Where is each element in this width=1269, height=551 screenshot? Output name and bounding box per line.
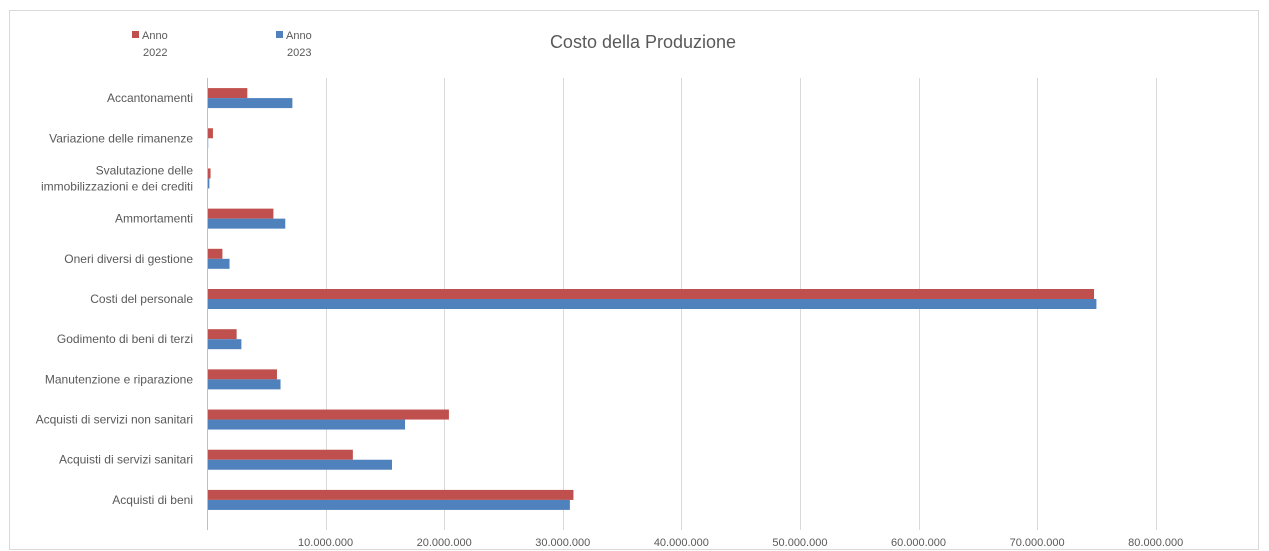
category-label: Svalutazione delle immobilizzazioni e dei… bbox=[41, 163, 193, 193]
x-tick-label: 60.000.000 bbox=[891, 537, 946, 549]
chart-area-border bbox=[9, 10, 1259, 550]
category-label: Godimento di beni di terzi bbox=[57, 332, 193, 346]
legend-swatch bbox=[276, 31, 283, 38]
x-tick-label: 10.000.000 bbox=[298, 537, 353, 549]
bar-anno-2022 bbox=[207, 449, 353, 460]
bar-anno-2022 bbox=[207, 208, 274, 219]
x-tick-label: 30.000.000 bbox=[535, 537, 590, 549]
bar-anno-2023 bbox=[207, 459, 392, 470]
bar-anno-2023 bbox=[207, 379, 281, 390]
category-label: Acquisti di beni bbox=[112, 493, 193, 507]
bar-anno-2023 bbox=[207, 499, 570, 510]
bar-anno-2023 bbox=[207, 419, 406, 430]
bar-anno-2023 bbox=[207, 258, 230, 269]
x-tick-label: 40.000.000 bbox=[654, 537, 709, 549]
bars bbox=[207, 88, 1097, 510]
x-tick-label: 80.000.000 bbox=[1128, 537, 1183, 549]
bar-anno-2023 bbox=[207, 339, 242, 350]
x-tick-label: 70.000.000 bbox=[1010, 537, 1065, 549]
x-tick-labels: 10.000.000 20.000.000 30.000.000 40.000.000… bbox=[298, 537, 1183, 549]
category-label: Acquisti di servizi non sanitari bbox=[36, 413, 193, 427]
bar-anno-2022 bbox=[207, 369, 277, 380]
category-label: Manutenzione e riparazione bbox=[45, 372, 193, 386]
bar-anno-2023 bbox=[207, 98, 293, 109]
bar-anno-2023 bbox=[207, 218, 286, 229]
bar-anno-2022 bbox=[207, 168, 211, 179]
x-tick-label: 50.000.000 bbox=[772, 537, 827, 549]
chart-title: Costo della Produzione bbox=[550, 32, 736, 52]
category-label: Variazione delle rimanenze bbox=[49, 131, 193, 145]
category-label: Acquisti di servizi sanitari bbox=[59, 453, 193, 467]
bar-anno-2022 bbox=[207, 248, 223, 259]
legend: Anno 2022 Anno 2023 bbox=[132, 30, 312, 59]
bar-anno-2022 bbox=[207, 289, 1095, 299]
category-label: Ammortamenti bbox=[115, 212, 193, 226]
bar-anno-2022 bbox=[207, 128, 213, 139]
bar-anno-2022 bbox=[207, 489, 574, 500]
bar-anno-2022 bbox=[207, 409, 449, 420]
category-label: Oneri diversi di gestione bbox=[64, 252, 193, 266]
legend-swatch bbox=[132, 31, 139, 38]
category-labels: Accantonamenti Variazione delle rimanenze… bbox=[36, 91, 194, 507]
x-tick-label: 20.000.000 bbox=[417, 537, 472, 549]
bar-anno-2022 bbox=[207, 88, 248, 99]
category-label: Costi del personale bbox=[90, 292, 193, 306]
bar-anno-2023 bbox=[207, 178, 210, 189]
legend-entry: Anno 2023 bbox=[286, 30, 312, 59]
category-label: Accantonamenti bbox=[107, 91, 193, 105]
bar-anno-2023 bbox=[207, 299, 1097, 309]
bar-anno-2022 bbox=[207, 329, 237, 340]
legend-entry: Anno 2022 bbox=[142, 30, 168, 59]
